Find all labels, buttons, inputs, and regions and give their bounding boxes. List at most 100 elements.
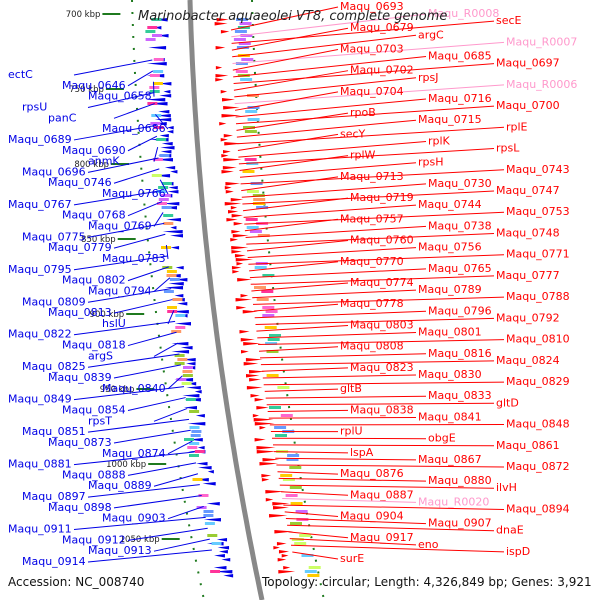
- cog-band-minus: [163, 214, 174, 217]
- minus-strand-gene: [163, 202, 180, 206]
- cog-band-minus: [160, 194, 171, 197]
- minus-strand-gene: [180, 346, 193, 350]
- plus-strand-gene: [228, 210, 239, 214]
- cog-band-plus: [238, 42, 251, 45]
- cog-band-minus: [189, 454, 199, 457]
- cog-band-minus: [194, 450, 205, 453]
- cog-band-minus: [204, 522, 215, 525]
- plus-strand-gene: [250, 394, 260, 398]
- minus-strand-gene: [194, 390, 202, 394]
- minus-strand-gene: [170, 234, 183, 238]
- plus-strand-gene: [231, 230, 241, 234]
- plus-gene-label: rpsH: [418, 156, 444, 169]
- plus-gene-leader: [262, 374, 417, 379]
- plus-gene-label: Maqu_0810: [506, 333, 570, 346]
- cog-band-minus: [147, 102, 158, 105]
- cog-band-minus: [145, 30, 156, 33]
- plus-strand-gene: [214, 22, 228, 26]
- minus-gene-label: Maqu_0769: [88, 220, 152, 233]
- minus-strand-gene: [170, 226, 177, 230]
- cog-band-plus: [254, 286, 266, 289]
- plus-gene-leader: [257, 332, 417, 339]
- minus-strand-gene: [176, 302, 188, 306]
- minus-strand-gene: [164, 286, 184, 290]
- plus-gene-leader: [230, 6, 339, 31]
- cog-band-minus: [185, 398, 196, 401]
- plus-gene-label: Maqu_0841: [418, 410, 482, 423]
- tick-ring: [131, 0, 205, 600]
- plus-gene-leader: [235, 91, 339, 111]
- minus-gene-label: Maqu_0840: [102, 382, 166, 395]
- cog-band-minus: [159, 154, 170, 157]
- plus-strand-gene: [215, 66, 223, 70]
- plus-strand-gene: [278, 550, 290, 554]
- minus-strand-gene: [223, 574, 234, 578]
- cog-band-plus: [256, 206, 269, 209]
- minus-gene-leader: [113, 168, 160, 184]
- plus-gene-leader: [272, 444, 495, 447]
- plus-gene-leader: [246, 232, 495, 245]
- plus-gene-label: rpsJ: [418, 71, 438, 84]
- minus-gene-leader: [73, 386, 185, 401]
- cog-band-minus: [189, 426, 200, 429]
- cog-band-plus: [264, 326, 277, 329]
- minus-gene-label: Maqu_0783: [102, 252, 166, 265]
- cog-band-plus: [234, 30, 247, 33]
- plus-gene-leader: [249, 268, 427, 279]
- plus-gene-leader: [277, 471, 339, 475]
- plus-strand-gene: [261, 474, 272, 478]
- plus-gene-leader: [233, 56, 427, 78]
- minus-gene-label: panC: [48, 111, 77, 124]
- plus-strand-gene: [224, 186, 232, 190]
- plus-gene-label: Maqu_0704: [340, 85, 404, 98]
- plus-gene-leader: [244, 218, 339, 232]
- plus-gene-leader: [290, 544, 505, 553]
- minus-gene-leader: [153, 538, 210, 552]
- minus-gene-label: Maqu_0912: [62, 533, 126, 546]
- cog-band-minus: [181, 382, 192, 385]
- plus-gene-leader: [231, 20, 495, 44]
- plus-gene-leader: [234, 84, 505, 105]
- minus-gene-leader: [127, 201, 163, 217]
- plus-strand-gene: [219, 122, 227, 126]
- minus-strand-gene: [147, 102, 168, 106]
- plus-gene-leader: [258, 339, 505, 346]
- minus-gene-label: Maqu_0795: [8, 263, 72, 276]
- kbp-tick-label: 800 kbp: [74, 160, 109, 170]
- minus-gene-label: Maqu_0794: [88, 284, 152, 297]
- plus-strand-gene: [222, 166, 237, 170]
- minus-gene-label: Maqu_0646: [62, 79, 126, 92]
- plus-gene-leader: [283, 504, 505, 510]
- minus-gene-label: Maqu_0658: [88, 90, 152, 103]
- plus-gene-leader: [245, 225, 427, 238]
- minus-strand-gene: [174, 278, 188, 282]
- cog-band-plus: [247, 94, 259, 97]
- plus-gene-label: Maqu_0823: [350, 361, 414, 374]
- cog-band-plus: [246, 190, 259, 193]
- minus-gene-leader: [87, 418, 190, 433]
- plus-gene-label: rplE: [506, 120, 528, 133]
- plus-gene-label: Maqu_0765: [428, 262, 492, 275]
- minus-strand-gene: [218, 550, 228, 554]
- plus-gene-label: Maqu_0747: [496, 184, 560, 197]
- minus-strand-gene: [157, 34, 169, 38]
- plus-gene-label: Maqu_0789: [418, 283, 482, 296]
- map-title: Marinobacter aquaeolei VT8, complete gen…: [138, 9, 448, 24]
- minus-gene-leader: [153, 342, 179, 357]
- minus-gene-label: Maqu_0802: [62, 274, 126, 287]
- plus-strand-gene: [235, 298, 252, 302]
- plus-gene-label: secY: [340, 127, 366, 140]
- minus-gene-leader: [113, 103, 155, 119]
- minus-gene-leader: [73, 255, 168, 271]
- minus-strand-gene: [203, 518, 221, 522]
- minus-strand-gene: [167, 126, 174, 130]
- plus-gene-label: Maqu_0808: [340, 340, 404, 353]
- cog-band-plus: [245, 218, 258, 221]
- minus-strand-gene: [182, 394, 200, 398]
- minus-strand-gene: [159, 82, 172, 86]
- plus-strand-gene: [232, 270, 240, 274]
- plus-gene-leader: [278, 477, 427, 482]
- minus-gene-leader: [87, 222, 165, 238]
- plus-strand-gene: [269, 514, 288, 518]
